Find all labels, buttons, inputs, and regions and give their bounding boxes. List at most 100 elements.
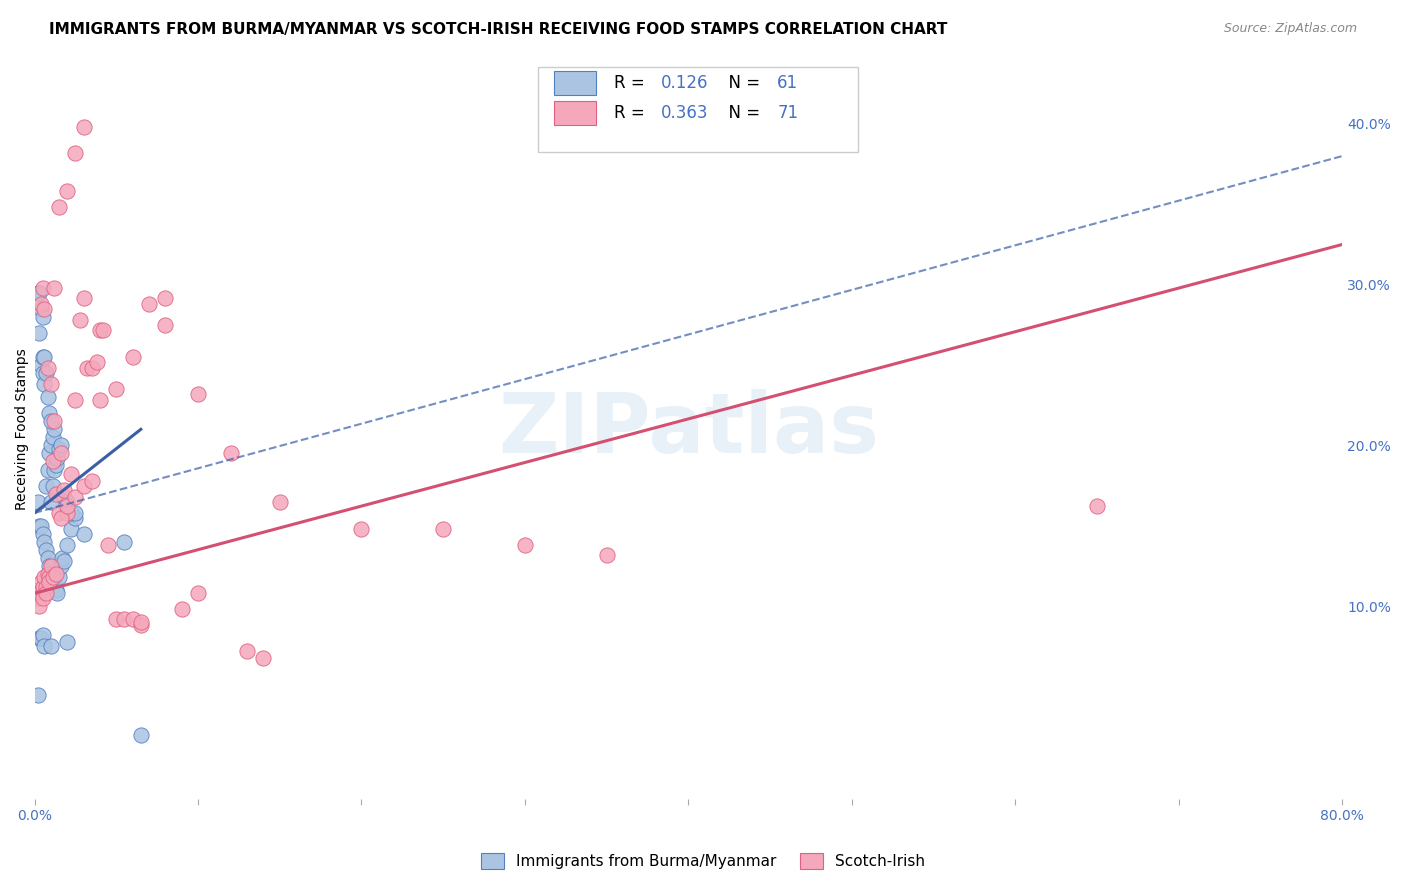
Point xyxy=(48,201,70,215)
Text: Source: ZipAtlas.com: Source: ZipAtlas.com xyxy=(1223,22,1357,36)
Point xyxy=(27,688,49,702)
Point xyxy=(219,446,242,460)
Text: 71: 71 xyxy=(778,103,799,122)
Point xyxy=(155,318,177,332)
Point xyxy=(31,580,53,594)
Point xyxy=(38,406,60,420)
Point xyxy=(34,640,56,654)
Point xyxy=(89,393,111,408)
Point xyxy=(89,323,111,337)
Point xyxy=(27,494,49,508)
Point xyxy=(44,462,66,476)
Point xyxy=(65,510,87,524)
Point xyxy=(28,285,51,300)
Point xyxy=(31,310,53,324)
Point xyxy=(49,558,72,573)
Point xyxy=(59,467,82,482)
Point xyxy=(129,618,152,632)
Text: IMMIGRANTS FROM BURMA/MYANMAR VS SCOTCH-IRISH RECEIVING FOOD STAMPS CORRELATION : IMMIGRANTS FROM BURMA/MYANMAR VS SCOTCH-… xyxy=(49,22,948,37)
Point xyxy=(72,120,94,135)
Point xyxy=(31,526,53,541)
Text: N =: N = xyxy=(718,103,766,122)
Point xyxy=(44,575,66,590)
Point xyxy=(97,538,120,552)
Point xyxy=(49,510,72,524)
Point xyxy=(53,554,76,568)
Point xyxy=(350,522,373,536)
Point xyxy=(30,632,52,646)
Point xyxy=(91,323,114,337)
Point xyxy=(28,586,51,600)
Point xyxy=(34,301,56,316)
Point xyxy=(56,185,79,199)
Point xyxy=(30,358,52,372)
Point xyxy=(38,558,60,573)
Text: 0.363: 0.363 xyxy=(661,103,709,122)
Point xyxy=(65,393,87,408)
Point xyxy=(41,430,63,444)
Point xyxy=(30,297,52,311)
Point xyxy=(129,728,152,742)
Point xyxy=(56,494,79,508)
Point xyxy=(65,145,87,160)
Point xyxy=(65,506,87,520)
Point xyxy=(86,355,108,369)
Point xyxy=(513,538,536,552)
Point xyxy=(34,534,56,549)
Point xyxy=(56,500,79,514)
Point xyxy=(236,644,259,658)
Point xyxy=(65,490,87,504)
Point xyxy=(27,285,49,300)
Point xyxy=(121,612,143,626)
Point xyxy=(48,570,70,584)
FancyBboxPatch shape xyxy=(538,67,859,152)
Text: 61: 61 xyxy=(778,74,799,92)
Point xyxy=(28,632,51,646)
Point xyxy=(35,580,58,594)
Point xyxy=(72,526,94,541)
Point xyxy=(252,650,274,665)
Point xyxy=(170,602,193,616)
Point xyxy=(72,478,94,492)
Point xyxy=(31,281,53,295)
Point xyxy=(44,281,66,295)
Point xyxy=(39,567,62,582)
Legend: Immigrants from Burma/Myanmar, Scotch-Irish: Immigrants from Burma/Myanmar, Scotch-Ir… xyxy=(475,847,931,875)
Point xyxy=(187,387,209,401)
Point xyxy=(72,291,94,305)
Point xyxy=(44,414,66,428)
Point xyxy=(37,550,59,565)
Point xyxy=(39,438,62,452)
Point xyxy=(138,297,160,311)
Point xyxy=(31,628,53,642)
Point xyxy=(41,478,63,492)
Point xyxy=(27,583,49,598)
Point xyxy=(41,570,63,584)
Point xyxy=(187,586,209,600)
Point xyxy=(53,490,76,504)
Point xyxy=(595,548,617,562)
Point xyxy=(31,591,53,606)
Point xyxy=(37,361,59,376)
Point xyxy=(34,377,56,392)
Point xyxy=(28,518,51,533)
Point xyxy=(35,542,58,557)
Point xyxy=(48,442,70,456)
Point xyxy=(45,583,67,598)
Point xyxy=(44,422,66,436)
Point xyxy=(34,350,56,364)
Point xyxy=(30,575,52,590)
FancyBboxPatch shape xyxy=(554,101,596,125)
Point xyxy=(49,438,72,452)
Point xyxy=(59,522,82,536)
Text: R =: R = xyxy=(614,74,650,92)
Point xyxy=(45,458,67,472)
Point xyxy=(46,586,69,600)
Point xyxy=(69,313,91,327)
Point xyxy=(30,301,52,316)
Point xyxy=(34,570,56,584)
Point xyxy=(41,454,63,468)
Point xyxy=(38,575,60,590)
Point xyxy=(35,366,58,380)
Point xyxy=(39,377,62,392)
